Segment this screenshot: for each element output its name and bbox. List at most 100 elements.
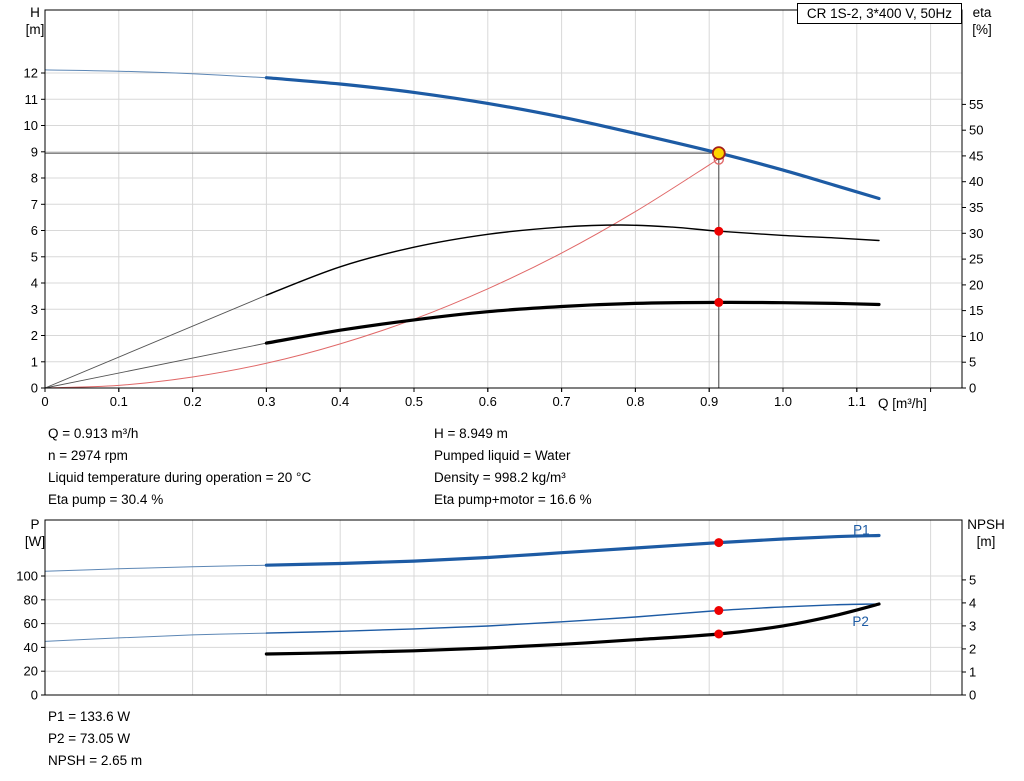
svg-text:12: 12 — [24, 66, 38, 81]
svg-text:60: 60 — [24, 616, 38, 631]
svg-text:8: 8 — [31, 171, 38, 186]
svg-text:0.9: 0.9 — [700, 394, 718, 409]
svg-text:0: 0 — [969, 688, 976, 703]
svg-text:50: 50 — [969, 123, 983, 138]
eta-pump-motor-curve — [264, 300, 881, 345]
svg-text:2: 2 — [31, 328, 38, 343]
npsh-curve — [264, 602, 881, 656]
eta-pump-low-flow-line — [44, 294, 267, 389]
svg-text:3: 3 — [31, 302, 38, 317]
svg-text:1: 1 — [969, 665, 976, 680]
result-p1: P1 = 133.6 W — [48, 709, 131, 724]
svg-text:0.4: 0.4 — [331, 394, 349, 409]
eta-axis-title-line2: [%] — [972, 22, 992, 37]
p-axis-title-line1: P — [30, 517, 40, 532]
svg-text:1.0: 1.0 — [774, 394, 792, 409]
y-right-axis-ticks: 0 5 10 15 20 25 30 35 40 45 50 55 — [962, 97, 983, 396]
svg-text:4: 4 — [31, 276, 38, 291]
result-speed: n = 2974 rpm — [48, 448, 128, 463]
q-axis-title: Q [m³/h] — [878, 396, 927, 411]
svg-text:0: 0 — [31, 381, 38, 396]
svg-text:100: 100 — [16, 569, 38, 584]
svg-text:0: 0 — [31, 688, 38, 703]
p2-curve — [265, 603, 880, 634]
svg-text:20: 20 — [24, 664, 38, 679]
power-results-column: P1 = 133.6 W P2 = 73.05 W NPSH = 2.65 m — [48, 706, 142, 772]
result-eta-pump: Eta pump = 30.4 % — [48, 492, 164, 507]
p1-curve-label: P1 — [853, 522, 870, 537]
p2-point-marker — [714, 606, 724, 615]
svg-text:0: 0 — [969, 381, 976, 396]
svg-text:5: 5 — [31, 249, 38, 264]
result-eta-pump-motor: Eta pump+motor = 16.6 % — [434, 492, 592, 507]
svg-text:5: 5 — [969, 572, 976, 587]
svg-text:0.3: 0.3 — [257, 394, 275, 409]
svg-text:0.2: 0.2 — [184, 394, 202, 409]
head-curve-low-flow — [44, 69, 267, 79]
svg-text:80: 80 — [24, 592, 38, 607]
power-npsh-chart-canvas: 0 20 40 60 80 100 0 1 2 3 4 5 P1 P2 — [16, 519, 976, 703]
operating-point-marker[interactable] — [711, 146, 726, 161]
svg-text:2: 2 — [969, 641, 976, 656]
svg-text:35: 35 — [969, 200, 983, 215]
result-pumped-liquid: Pumped liquid = Water — [434, 448, 571, 463]
y-left-axis-ticks: 0 20 40 60 80 100 — [16, 569, 45, 703]
svg-text:45: 45 — [969, 148, 983, 163]
svg-text:7: 7 — [31, 197, 38, 212]
eta-axis-title-line1: eta — [972, 5, 992, 20]
x-axis-ticks: 0 0.1 0.2 0.3 0.4 0.5 0.6 0.7 0.8 0.9 1.0 1.1 — [41, 388, 932, 409]
npsh-axis-title-line1: NPSH — [967, 517, 1005, 532]
system-curve — [44, 157, 720, 389]
head-flow-chart: 0 1 2 3 4 5 6 7 8 9 10 11 12 0 5 10 15 20 25 30 35 40 45 50 55 0 0… — [20, 3, 1002, 411]
npsh-axis-title: NPSH [m] — [962, 516, 1010, 550]
svg-text:4: 4 — [969, 595, 976, 610]
svg-text:11: 11 — [25, 92, 39, 107]
h-axis-title-line1: H — [30, 5, 40, 20]
svg-text:40: 40 — [969, 174, 983, 189]
svg-text:40: 40 — [24, 640, 38, 655]
p1-curve-low-flow — [44, 564, 267, 572]
p-axis-title: P [W] — [20, 516, 50, 550]
result-npsh: NPSH = 2.65 m — [48, 753, 143, 768]
svg-text:3: 3 — [969, 618, 976, 633]
p2-curve-label: P2 — [852, 614, 869, 629]
eta-pump-motor-low-flow-line — [44, 342, 267, 389]
eta-pump-point-marker — [714, 226, 724, 236]
svg-text:0.5: 0.5 — [405, 394, 423, 409]
svg-text:0.7: 0.7 — [553, 394, 571, 409]
p2-curve-low-flow — [44, 632, 267, 642]
p1-point-marker — [714, 538, 724, 548]
svg-text:20: 20 — [969, 277, 983, 292]
svg-text:0.8: 0.8 — [626, 394, 644, 409]
svg-text:0: 0 — [41, 394, 48, 409]
h-axis-title: H [m] — [20, 4, 50, 38]
eta-pump-curve — [265, 224, 880, 296]
plot-border — [44, 9, 963, 389]
svg-text:10: 10 — [24, 118, 38, 133]
svg-text:1: 1 — [31, 354, 38, 369]
gridlines — [45, 520, 962, 695]
result-head: H = 8.949 m — [434, 426, 508, 441]
result-p2: P2 = 73.05 W — [48, 731, 131, 746]
svg-text:5: 5 — [969, 355, 976, 370]
eta-axis-title: eta [%] — [962, 4, 1002, 38]
svg-text:25: 25 — [969, 252, 983, 267]
svg-text:55: 55 — [969, 97, 983, 112]
gridlines — [45, 10, 962, 388]
y-right-axis-ticks: 0 1 2 3 4 5 — [962, 572, 976, 703]
h-axis-title-line2: [m] — [25, 22, 45, 37]
result-liquid-temperature: Liquid temperature during operation = 20… — [48, 470, 312, 485]
duty-results-right-column: H = 8.949 m Pumped liquid = Water Densit… — [434, 423, 592, 511]
svg-text:6: 6 — [31, 223, 38, 238]
p1-curve — [264, 533, 881, 567]
svg-text:0.6: 0.6 — [479, 394, 497, 409]
duty-results-left-column: Q = 0.913 m³/h n = 2974 rpm Liquid tempe… — [48, 423, 311, 511]
svg-text:1.1: 1.1 — [848, 394, 866, 409]
power-npsh-chart: 0 20 40 60 80 100 0 1 2 3 4 5 P1 P2 P [W] NPSH [m] — [0, 513, 1024, 703]
npsh-point-marker — [714, 629, 724, 639]
head-curve — [264, 76, 881, 201]
eta-pump-motor-point-marker — [714, 297, 724, 307]
svg-text:30: 30 — [969, 226, 983, 241]
